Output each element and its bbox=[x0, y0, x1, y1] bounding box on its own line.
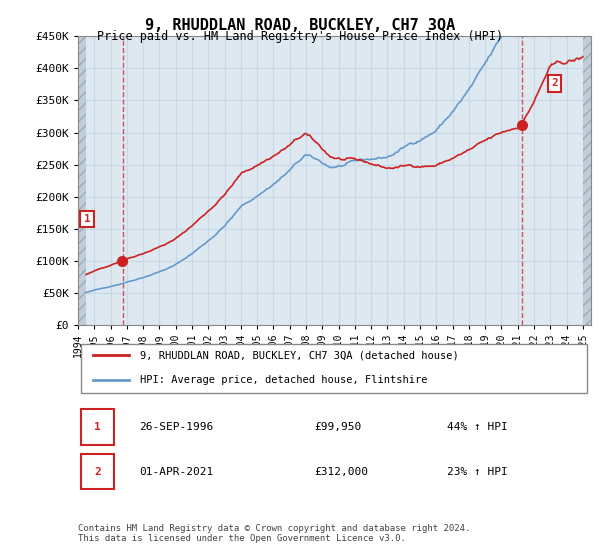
Text: 01-APR-2021: 01-APR-2021 bbox=[140, 467, 214, 477]
Text: 2: 2 bbox=[551, 78, 558, 88]
Text: £99,950: £99,950 bbox=[314, 422, 361, 432]
Text: £312,000: £312,000 bbox=[314, 467, 368, 477]
Text: 23% ↑ HPI: 23% ↑ HPI bbox=[448, 467, 508, 477]
FancyBboxPatch shape bbox=[80, 454, 114, 489]
Text: 2: 2 bbox=[94, 467, 101, 477]
FancyBboxPatch shape bbox=[80, 409, 114, 445]
Bar bbox=[583, 36, 591, 325]
Bar bbox=[78, 36, 86, 325]
Text: 44% ↑ HPI: 44% ↑ HPI bbox=[448, 422, 508, 432]
Text: Contains HM Land Registry data © Crown copyright and database right 2024.
This d: Contains HM Land Registry data © Crown c… bbox=[78, 524, 470, 543]
Text: HPI: Average price, detached house, Flintshire: HPI: Average price, detached house, Flin… bbox=[140, 375, 427, 385]
Text: 26-SEP-1996: 26-SEP-1996 bbox=[140, 422, 214, 432]
FancyBboxPatch shape bbox=[80, 344, 587, 393]
Text: 9, RHUDDLAN ROAD, BUCKLEY, CH7 3QA: 9, RHUDDLAN ROAD, BUCKLEY, CH7 3QA bbox=[145, 18, 455, 33]
Text: 1: 1 bbox=[94, 422, 101, 432]
Text: Price paid vs. HM Land Registry's House Price Index (HPI): Price paid vs. HM Land Registry's House … bbox=[97, 30, 503, 43]
Text: 9, RHUDDLAN ROAD, BUCKLEY, CH7 3QA (detached house): 9, RHUDDLAN ROAD, BUCKLEY, CH7 3QA (deta… bbox=[140, 351, 458, 361]
Text: 1: 1 bbox=[83, 214, 91, 224]
